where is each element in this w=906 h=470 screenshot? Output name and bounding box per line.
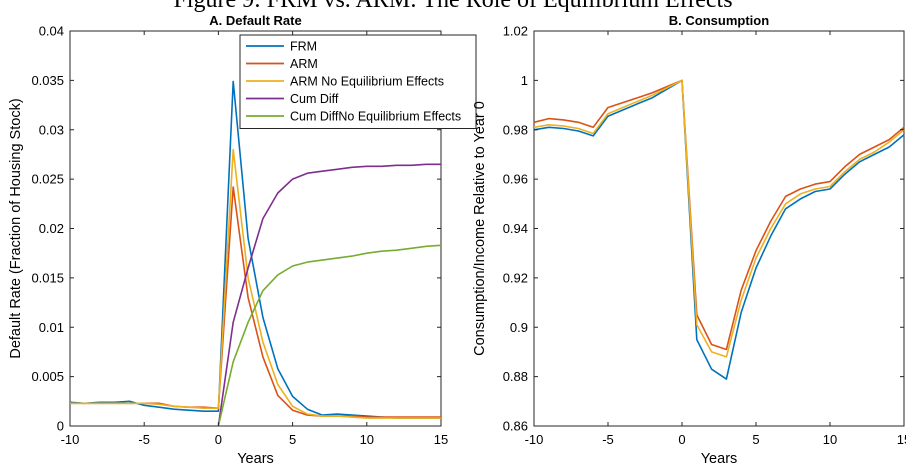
panel-a-xtick-label: 0 — [215, 432, 222, 447]
panel-a-xtick-label: 10 — [360, 432, 374, 447]
panel-a-series-arm-no-equilibrium-effects — [70, 148, 441, 419]
panel-a-ytick-label: 0.005 — [31, 369, 64, 384]
panel-b-ylabel: Consumption/Income Relative to Year 0 — [472, 101, 488, 356]
panel-a-ytick-label: 0 — [57, 419, 64, 434]
panel-b-xtick-label: -5 — [602, 432, 614, 447]
panel-a-title: A. Default Rate — [209, 13, 301, 28]
panel-a-xtick-label: -5 — [138, 432, 150, 447]
panel-b-xtick-label: 15 — [897, 432, 906, 447]
panel-b-xtick-label: 0 — [678, 432, 685, 447]
panel-b-ytick-label: 0.98 — [503, 122, 528, 137]
panel-b-xtick-label: 5 — [752, 432, 759, 447]
panel-a-ytick-label: 0.01 — [39, 320, 64, 335]
panel-a-ytick-label: 0.035 — [31, 73, 64, 88]
panel-a-ytick-label: 0.02 — [39, 221, 64, 236]
panel-b-title: B. Consumption — [669, 13, 769, 28]
panel-b-ytick-label: 1.02 — [503, 24, 528, 39]
panel-b-ytick-label: 0.9 — [510, 320, 528, 335]
panel-b-ytick-label: 0.96 — [503, 172, 528, 187]
panel-b-xlabel: Years — [701, 451, 738, 465]
legend-label-cum-diffno-equilibrium-effects: Cum DiffNo Equilibrium Effects — [290, 110, 461, 124]
panel-a-xtick-label: -10 — [61, 432, 80, 447]
figure-title: Figure 9: FRM vs. ARM: The Role of Equil… — [173, 0, 733, 13]
panel-b-ytick-label: 0.86 — [503, 419, 528, 434]
panel-a-ytick-label: 0.03 — [39, 122, 64, 137]
panel-a-xlabel: Years — [237, 451, 274, 465]
panel-b-series-arm — [533, 79, 905, 351]
panel-a: -10 -5 0 5 10 15 0 0.005 0.01 0.015 0.02 0.025 0.03 0… — [8, 13, 477, 467]
panel-b-series-frm — [533, 79, 905, 380]
panel-b-xtick-label: -10 — [525, 432, 544, 447]
panel-a-xtick-label: 15 — [434, 432, 448, 447]
panel-a-legend: FRM ARM ARM No Equilibrium Effects Cum Diff… — [239, 34, 477, 129]
panel-b-xtick-label: 10 — [823, 432, 837, 447]
panel-b-ytick-label: 0.88 — [503, 369, 528, 384]
legend-label-cum-diff: Cum Diff — [290, 92, 339, 106]
panel-b-ytick-label: 0.94 — [503, 221, 528, 236]
panel-b-series-arm-no-equilibrium-effects — [533, 79, 905, 358]
panel-b-ytick-label: 0.92 — [503, 270, 528, 285]
panel-a-series-cum-diffno-equilibrium-effects — [217, 244, 442, 427]
panel-a-ytick-label: 0.025 — [31, 172, 64, 187]
legend-label-arm-no-equilibrium-effects: ARM No Equilibrium Effects — [290, 75, 444, 89]
panel-a-ylabel: Default Rate (Fraction of Housing Stock) — [8, 98, 24, 358]
panel-b: -10 -5 0 5 10 15 0.86 0.88 0.9 0.92 0.94 0.96 0.98 1 1… — [472, 13, 906, 467]
panel-a-ytick-label: 0.04 — [39, 24, 64, 39]
panel-a-series-cum-diff — [217, 163, 441, 427]
panel-a-ytick-label: 0.015 — [31, 270, 64, 285]
panel-a-xtick-label: 5 — [289, 432, 296, 447]
panel-b-ytick-label: 1 — [521, 73, 528, 88]
legend-label-arm: ARM — [290, 57, 318, 71]
panel-b-axes-box — [533, 30, 905, 427]
legend-label-frm: FRM — [290, 40, 317, 54]
